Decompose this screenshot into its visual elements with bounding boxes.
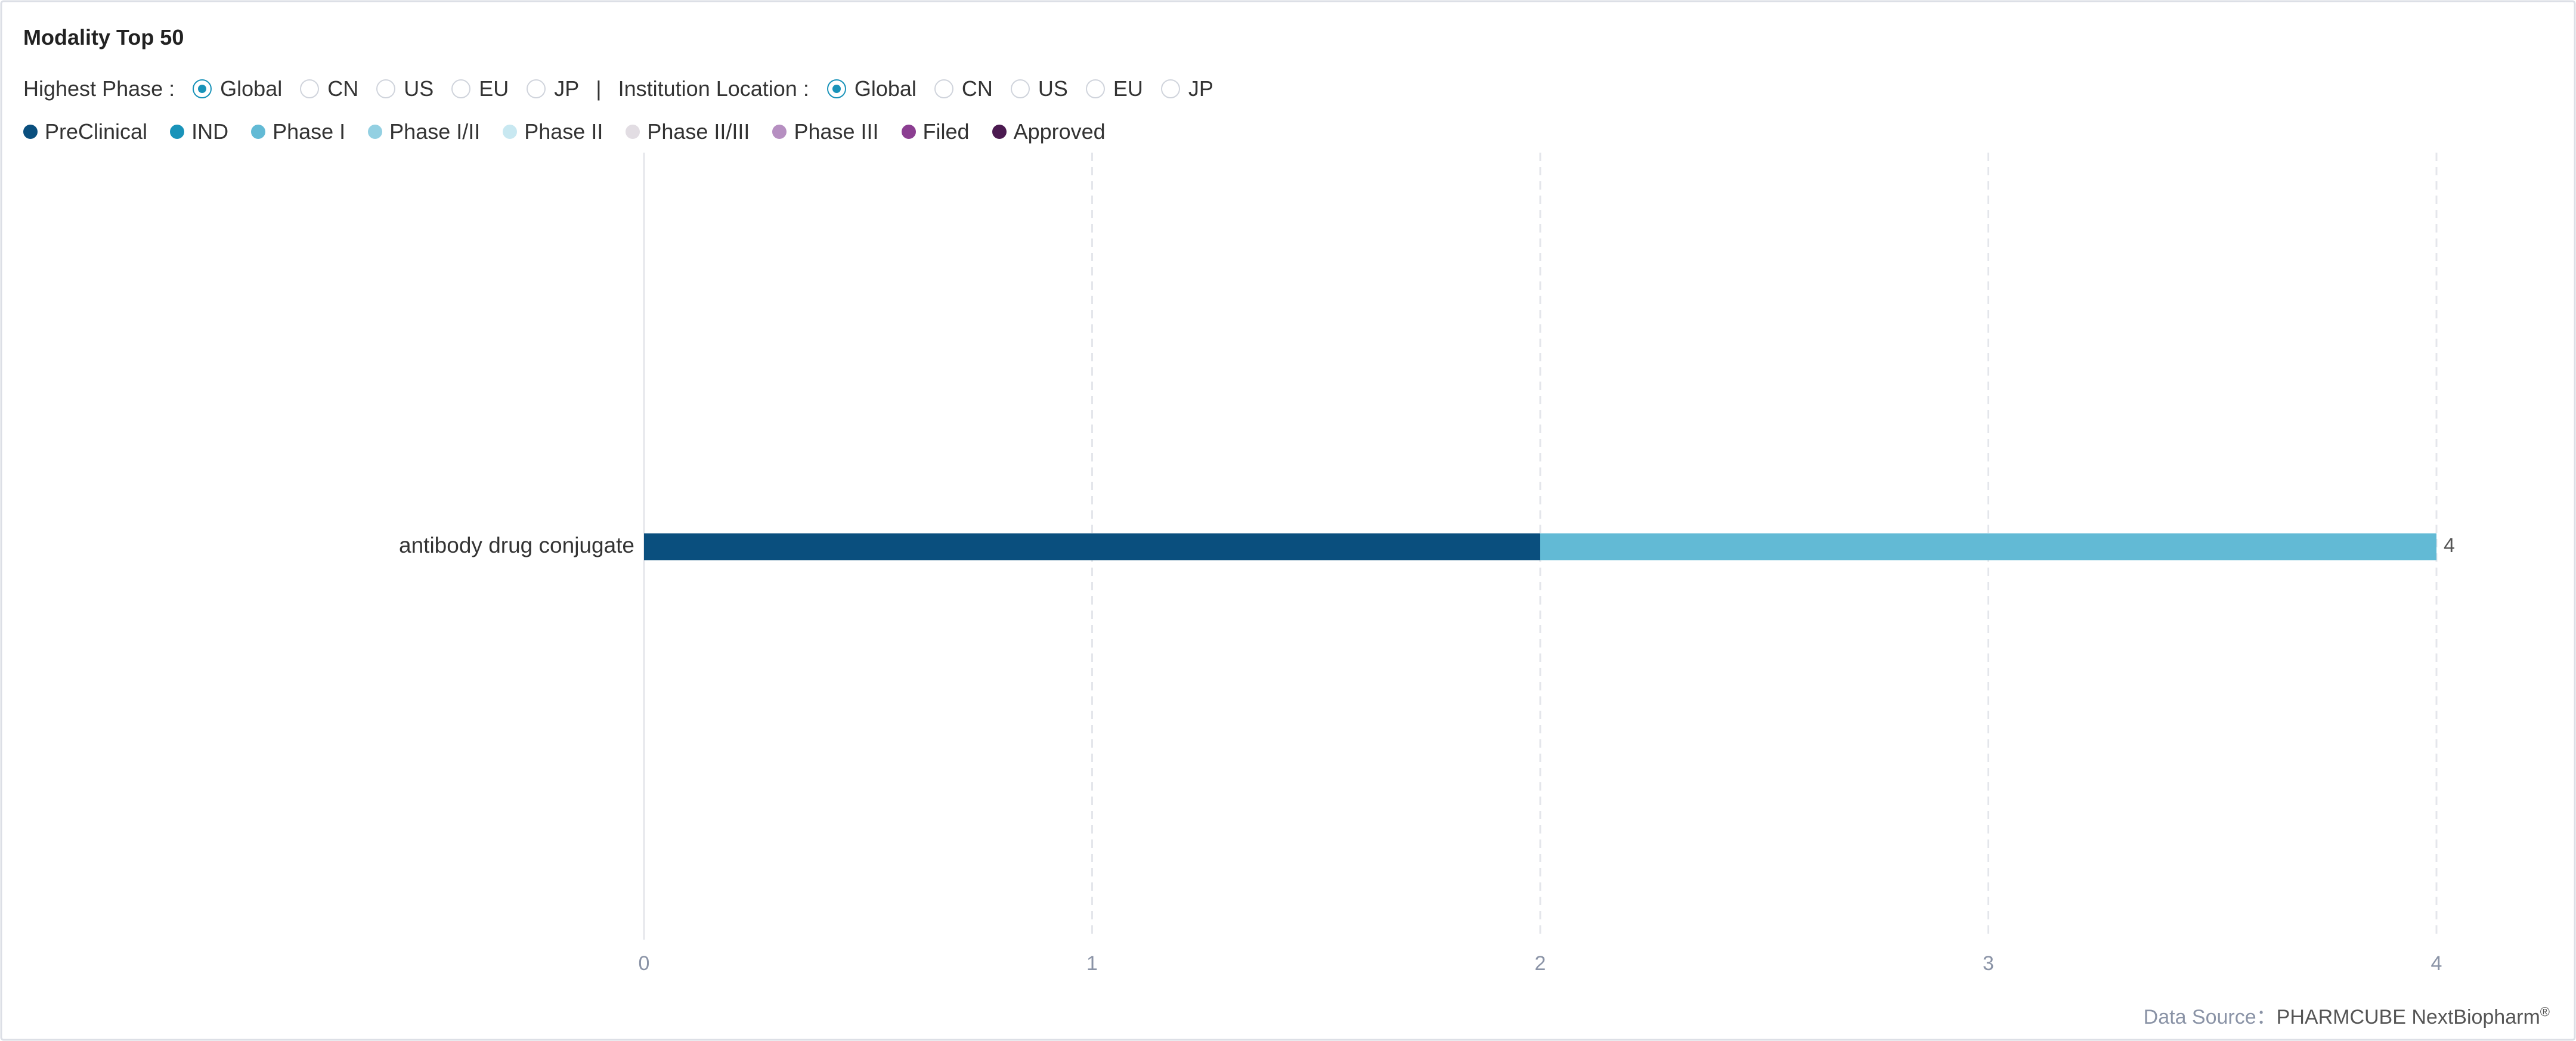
radio-button[interactable] <box>451 79 471 98</box>
radio-label: EU <box>1113 76 1143 101</box>
legend-label: Phase I <box>273 119 346 144</box>
legend-item[interactable]: Phase I <box>251 119 345 144</box>
legend-item[interactable]: Phase I/II <box>368 119 480 144</box>
radio-option[interactable]: Global <box>826 76 917 101</box>
filter-label: Institution Location : <box>618 76 809 101</box>
radio-option[interactable]: JP <box>1160 76 1213 101</box>
legend-swatch <box>626 125 640 139</box>
chart-title: Modality Top 50 <box>23 25 184 49</box>
x-tick-label: 4 <box>2431 952 2442 975</box>
x-tick-label: 3 <box>1983 952 1994 975</box>
radio-button[interactable] <box>300 79 320 98</box>
radio-label: US <box>1038 76 1068 101</box>
legend-swatch <box>23 125 38 139</box>
radio-button[interactable] <box>1010 79 1030 98</box>
radio-button[interactable] <box>934 79 953 98</box>
x-tick-label: 0 <box>639 952 650 975</box>
radio-option[interactable]: US <box>376 76 434 101</box>
radio-label: CN <box>327 76 359 101</box>
radio-button[interactable] <box>193 79 212 98</box>
legend-item[interactable]: IND <box>170 119 228 144</box>
separator: | <box>596 76 602 101</box>
legend-label: Phase I/II <box>389 119 481 144</box>
y-tick-label: antibody drug conjugate <box>399 533 634 557</box>
legend-swatch <box>368 125 383 139</box>
radio-label: CN <box>961 76 993 101</box>
filter-row: Highest Phase : Global CN US EU JP | Institutio… <box>23 76 1213 101</box>
radio-button[interactable] <box>527 79 546 98</box>
data-source: Data Source：PHARMCUBE NextBiopharm® <box>2144 1000 2550 1030</box>
radio-label: US <box>404 76 434 101</box>
radio-option[interactable]: CN <box>300 76 358 101</box>
legend-label: Phase III <box>794 119 879 144</box>
legend-label: Phase II <box>524 119 603 144</box>
radio-option[interactable]: EU <box>1085 76 1143 101</box>
radio-label: JP <box>1188 76 1213 101</box>
total-label: 4 <box>2444 534 2455 557</box>
legend-swatch <box>901 125 916 139</box>
radio-button[interactable] <box>1160 79 1180 98</box>
x-tick-label: 1 <box>1086 952 1098 975</box>
x-tick-label: 2 <box>1535 952 1546 975</box>
radio-label: Global <box>220 76 283 101</box>
legend-label: Phase II/III <box>647 119 750 144</box>
legend-item[interactable]: Filed <box>901 119 970 144</box>
legend-label: PreClinical <box>45 119 148 144</box>
radio-button[interactable] <box>376 79 396 98</box>
radio-button[interactable] <box>826 79 846 98</box>
legend-item[interactable]: Phase II <box>503 119 603 144</box>
source-label: Data Source： <box>2143 1006 2277 1028</box>
legend-swatch <box>772 125 787 139</box>
legend-item[interactable]: Approved <box>992 119 1106 144</box>
source-name: PHARMCUBE NextBiopharm <box>2276 1006 2540 1028</box>
radio-button[interactable] <box>1085 79 1105 98</box>
legend-label: IND <box>191 119 229 144</box>
bar-segment <box>1540 533 2436 560</box>
legend-item[interactable]: Phase III <box>772 119 879 144</box>
radio-option[interactable]: US <box>1010 76 1068 101</box>
radio-option[interactable]: Global <box>193 76 282 101</box>
legend-label: Approved <box>1013 119 1106 144</box>
filter-label: Highest Phase : <box>23 76 175 101</box>
radio-option[interactable]: CN <box>934 76 993 101</box>
radio-label: Global <box>854 76 917 101</box>
legend: PreClinical IND Phase I Phase I/II Phase II P… <box>23 119 1128 144</box>
radio-label: EU <box>479 76 509 101</box>
radio-label: JP <box>554 76 580 101</box>
legend-swatch <box>992 125 1007 139</box>
radio-option[interactable]: JP <box>527 76 579 101</box>
legend-swatch <box>503 125 518 139</box>
legend-swatch <box>170 125 185 139</box>
legend-item[interactable]: Phase II/III <box>626 119 750 144</box>
legend-label: Filed <box>922 119 970 144</box>
trademark: ® <box>2540 1004 2550 1020</box>
legend-item[interactable]: PreClinical <box>23 119 147 144</box>
bar-segment <box>644 533 1540 560</box>
radio-option[interactable]: EU <box>451 76 509 101</box>
legend-swatch <box>251 125 266 139</box>
